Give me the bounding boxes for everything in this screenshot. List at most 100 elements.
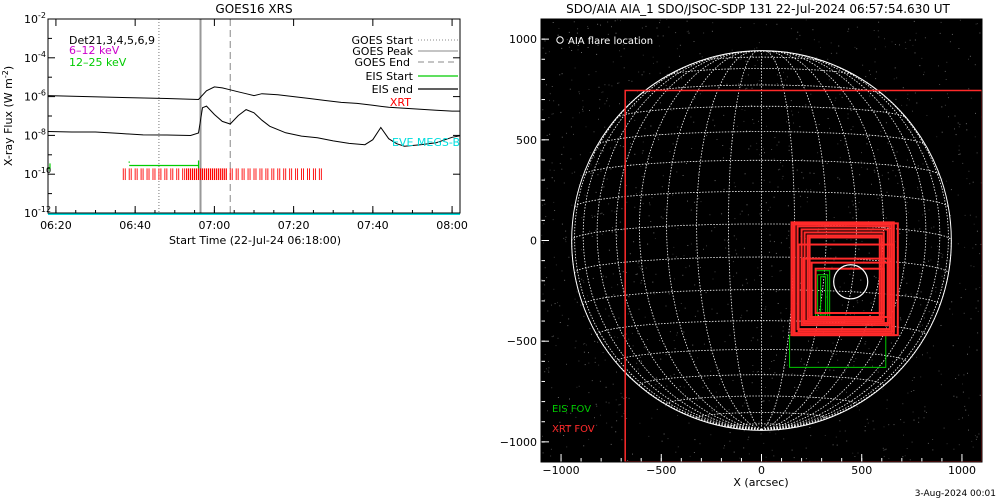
noise-dot — [897, 182, 899, 184]
noise-dot — [598, 118, 599, 120]
noise-dot — [578, 360, 580, 362]
noise-dot — [571, 50, 573, 51]
noise-dot — [630, 142, 631, 144]
noise-dot — [760, 215, 762, 217]
noise-dot — [665, 305, 667, 307]
noise-dot — [942, 254, 944, 256]
noise-dot — [646, 339, 648, 340]
noise-dot — [567, 325, 569, 327]
noise-dot — [759, 204, 761, 206]
noise-dot — [923, 74, 925, 76]
noise-dot — [546, 134, 548, 136]
noise-dot — [587, 47, 589, 48]
noise-dot — [585, 126, 587, 128]
noise-dot — [860, 160, 862, 162]
noise-dot — [953, 448, 955, 450]
noise-dot — [542, 47, 544, 49]
noise-dot — [886, 109, 888, 111]
noise-dot — [667, 438, 669, 440]
noise-dot — [818, 41, 820, 43]
noise-dot — [924, 37, 926, 39]
longitude-line — [615, 51, 762, 430]
noise-dot — [673, 340, 675, 341]
xrt-fov-box — [814, 267, 885, 314]
noise-dot — [757, 267, 759, 269]
noise-dot — [635, 187, 637, 189]
noise-dot — [957, 194, 959, 196]
noise-dot — [975, 288, 977, 290]
noise-dot — [905, 48, 907, 49]
noise-dot — [614, 141, 616, 143]
noise-dot — [549, 99, 550, 101]
noise-dot — [617, 40, 619, 42]
goes-x-axis-label: Start Time (22-Jul-24 06:18:00) — [169, 234, 341, 247]
noise-dot — [943, 427, 945, 429]
noise-dot — [796, 38, 798, 40]
noise-dot — [900, 419, 902, 421]
noise-dot — [723, 447, 725, 449]
noise-dot — [752, 337, 754, 339]
noise-dot — [861, 152, 862, 154]
noise-dot — [645, 348, 647, 350]
noise-dot — [899, 232, 901, 234]
noise-dot — [847, 113, 849, 115]
noise-dot — [729, 288, 731, 289]
noise-dot — [756, 83, 758, 85]
goes-y-tick-exp: -12 — [38, 205, 51, 214]
noise-dot — [928, 209, 930, 211]
noise-dot — [637, 332, 639, 334]
noise-dot — [609, 147, 611, 149]
noise-dot — [776, 83, 778, 84]
noise-dot — [591, 41, 593, 43]
noise-dot — [939, 32, 941, 34]
noise-dot — [873, 275, 875, 277]
noise-dot — [850, 239, 852, 241]
noise-dot — [619, 50, 620, 52]
noise-dot — [979, 287, 981, 288]
noise-dot — [888, 458, 890, 460]
noise-dot — [591, 214, 593, 216]
xrt-fov-box — [797, 243, 895, 333]
noise-dot — [591, 333, 592, 335]
noise-dot — [958, 145, 960, 147]
noise-dot — [583, 315, 585, 317]
noise-dot — [605, 386, 607, 388]
noise-dot — [752, 371, 754, 373]
noise-dot — [910, 130, 912, 132]
noise-dot — [958, 48, 960, 49]
noise-dot — [690, 243, 692, 245]
noise-dot — [745, 60, 747, 62]
noise-dot — [588, 392, 590, 394]
noise-dot — [591, 235, 593, 237]
noise-dot — [634, 105, 636, 107]
noise-dot — [857, 208, 859, 210]
noise-dot — [792, 114, 794, 116]
noise-dot — [813, 172, 815, 174]
noise-dot — [868, 348, 870, 350]
noise-dot — [682, 223, 684, 225]
noise-dot — [544, 284, 546, 286]
noise-dot — [552, 219, 554, 221]
noise-dot — [759, 255, 761, 257]
noise-dot — [685, 339, 687, 341]
noise-dot — [858, 248, 860, 250]
xrt-fov-box — [810, 261, 889, 319]
noise-dot — [776, 144, 778, 146]
noise-dot — [915, 136, 917, 138]
noise-dot — [975, 244, 977, 246]
noise-dot — [642, 203, 644, 205]
noise-dot — [644, 316, 646, 318]
noise-dot — [617, 284, 619, 286]
eis-fov-box — [820, 276, 827, 316]
noise-dot — [867, 227, 869, 229]
noise-dot — [739, 213, 741, 215]
noise-dot — [882, 388, 884, 390]
noise-dot — [864, 426, 866, 427]
aia-disk-chart: SDO/AIA AIA_1 SDO/JSOC-SDP 131 22-Jul-20… — [500, 2, 996, 499]
noise-dot — [660, 133, 662, 135]
noise-dot — [791, 449, 793, 451]
noise-dot — [799, 77, 801, 79]
noise-dot — [940, 21, 942, 23]
noise-dot — [854, 456, 856, 457]
noise-dot — [736, 272, 738, 274]
